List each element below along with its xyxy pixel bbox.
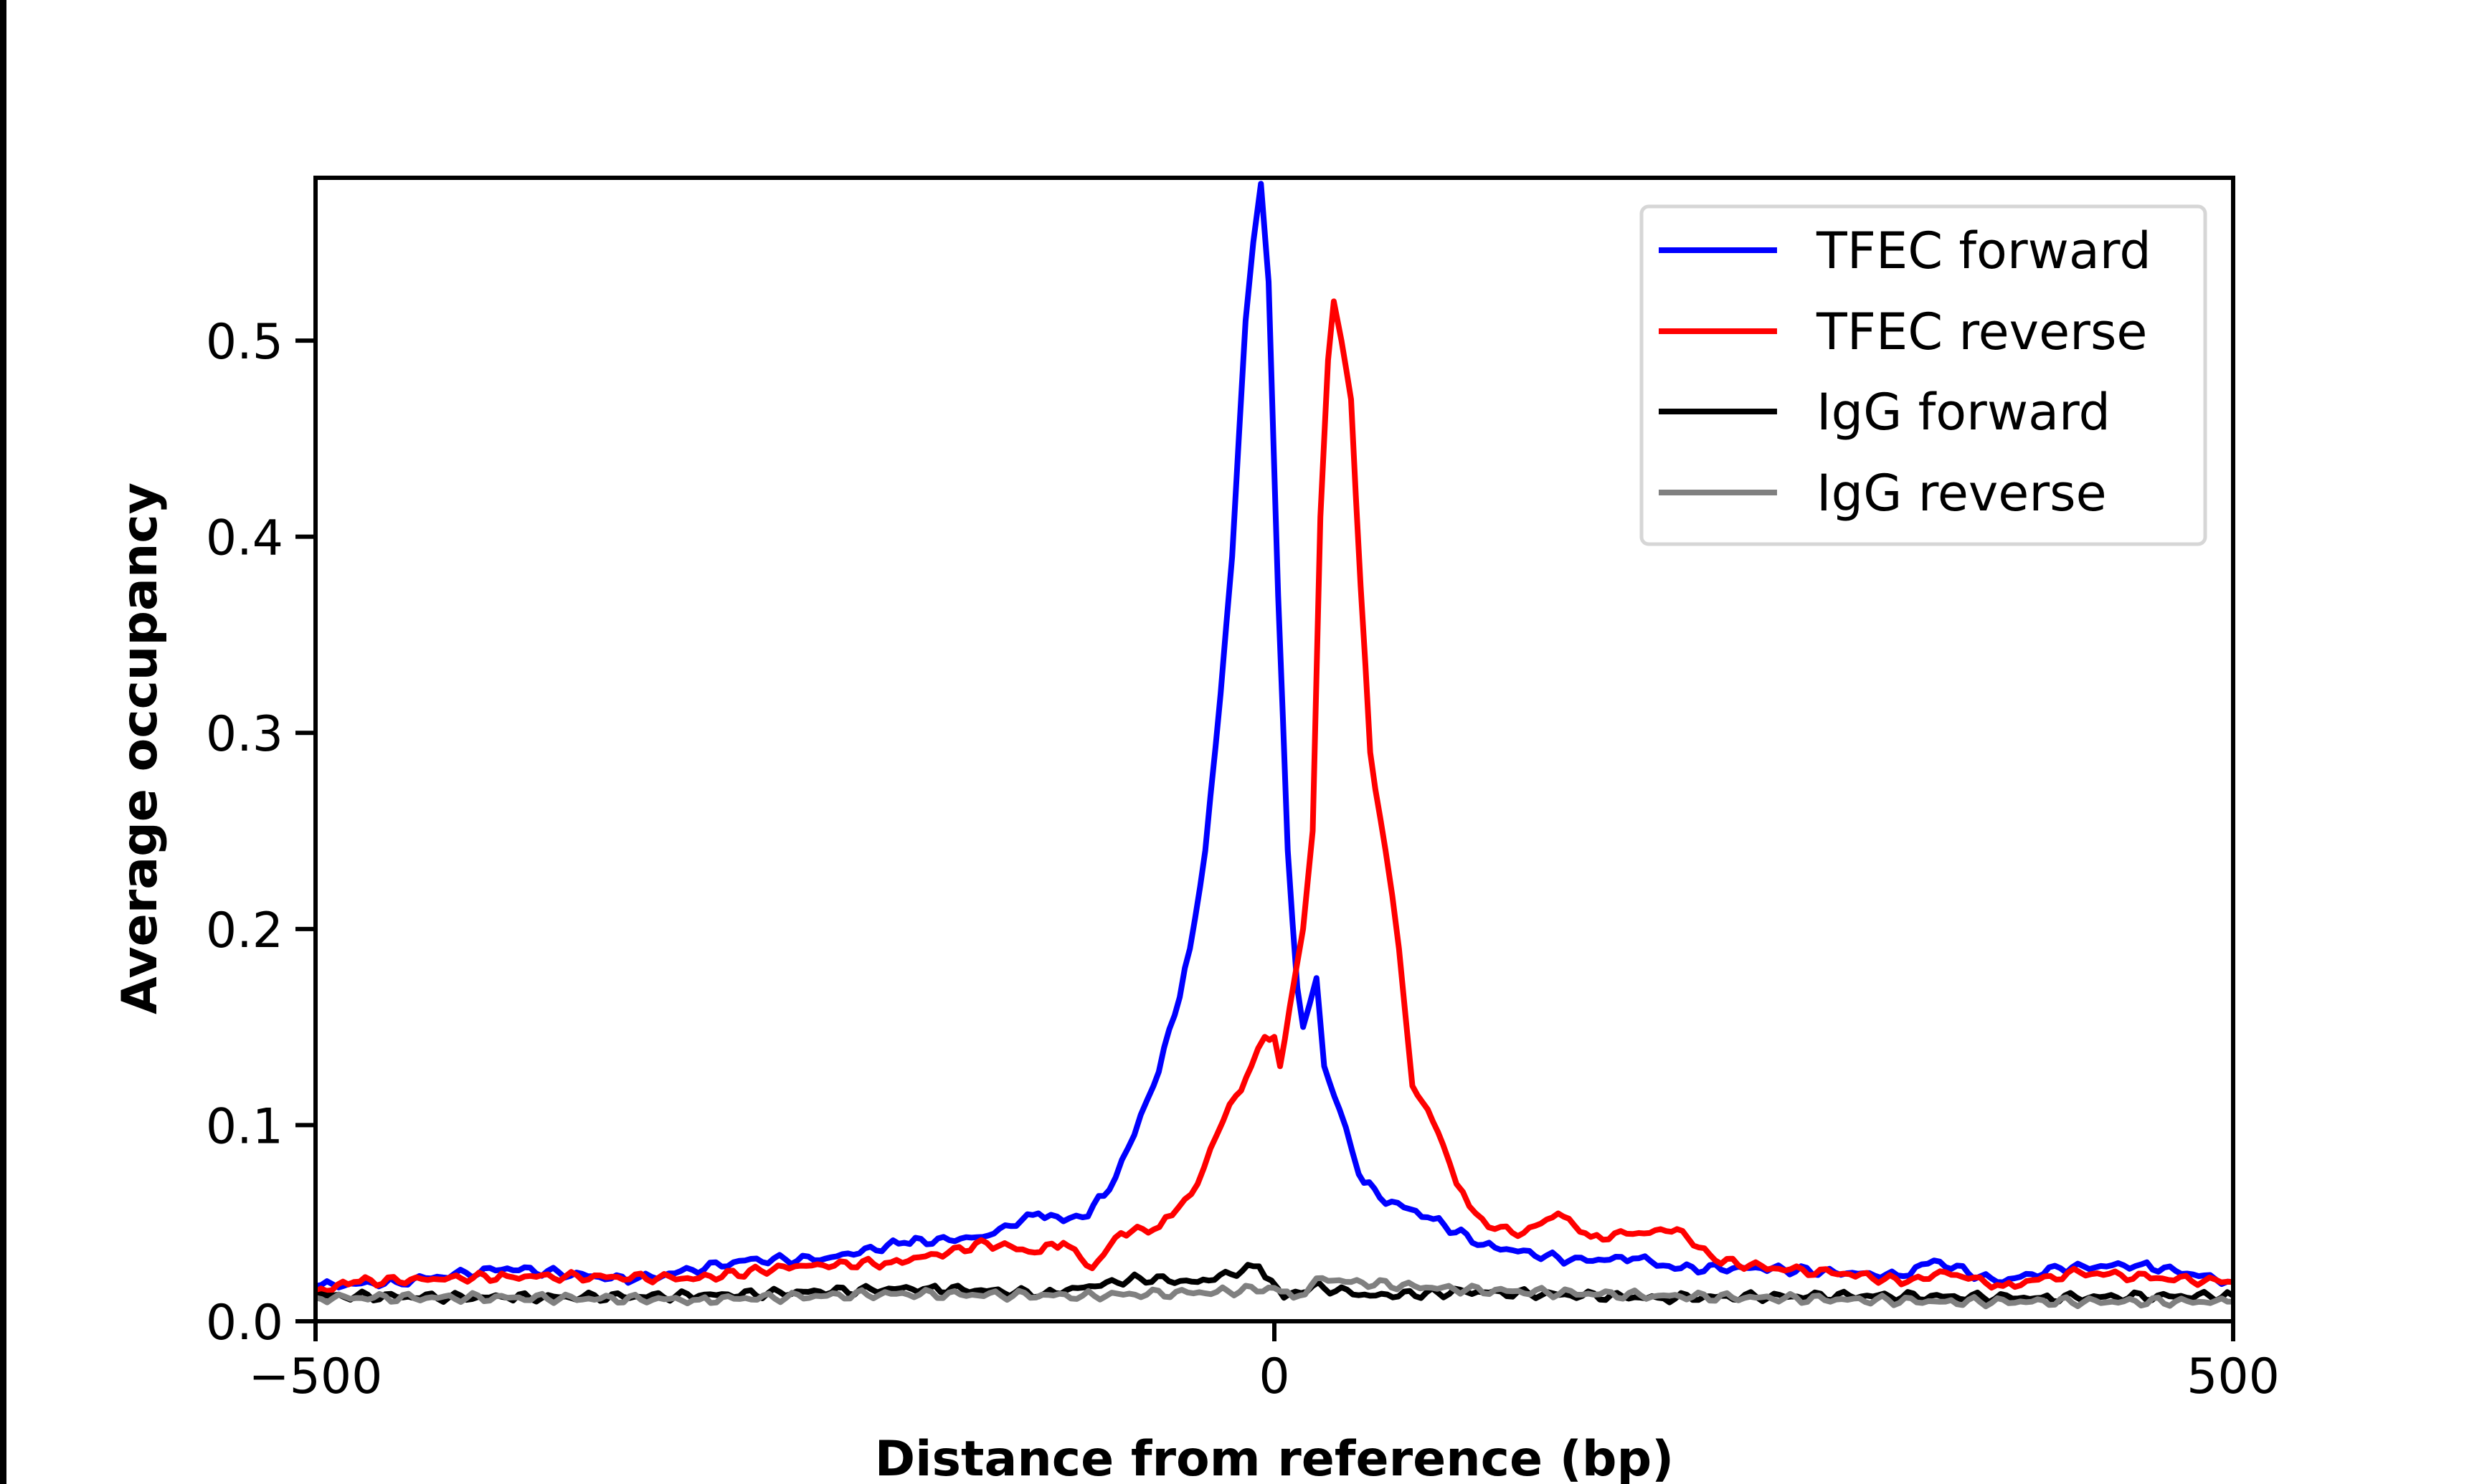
legend-label: TFEC reverse (1816, 303, 2148, 361)
series-line-igg-reverse (315, 1275, 2233, 1310)
x-tick: 0 (1259, 1321, 1290, 1405)
x-tick-label: −500 (249, 1349, 383, 1405)
y-ticks: 0.0 0.1 0.2 0.3 0.4 0.5 (206, 314, 316, 1351)
y-tick-label: 0.1 (206, 1098, 283, 1155)
x-tick-label: 500 (2187, 1349, 2280, 1405)
y-tick-label: 0.3 (206, 706, 283, 763)
series-line-tfec-reverse (313, 298, 2234, 1295)
legend-box (1639, 204, 2207, 546)
x-axis-title: Distance from reference (bp) (875, 1431, 1674, 1484)
x-tick: 500 (2187, 1321, 2280, 1405)
legend-entry: IgG reverse (1659, 464, 2107, 523)
x-ticks: −500 0 500 (249, 1321, 2280, 1405)
y-tick-label: 0.4 (206, 510, 283, 567)
x-tick: −500 (249, 1321, 383, 1405)
y-tick: 0.1 (206, 1098, 316, 1155)
y-tick-label: 0.5 (206, 314, 283, 371)
legend-label: TFEC forward (1816, 222, 2151, 280)
y-tick: 0.2 (206, 903, 316, 959)
legend: TFEC forward TFEC reverse IgG forward Ig… (1639, 204, 2207, 546)
series-layer (313, 181, 2235, 1310)
legend-entry: IgG forward (1659, 383, 2111, 442)
y-tick-label: 0.2 (206, 903, 283, 959)
series-line-tfec-forward (315, 181, 2234, 1290)
y-tick: 0.0 (206, 1295, 316, 1351)
y-tick-label: 0.0 (206, 1295, 283, 1351)
x-tick-label: 0 (1259, 1349, 1289, 1405)
legend-label: IgG reverse (1816, 464, 2107, 523)
y-axis-title: Average occupancy (112, 482, 169, 1014)
image-left-border (0, 0, 6, 1484)
legend-entry: TFEC forward (1659, 222, 2151, 280)
y-tick: 0.5 (206, 314, 316, 371)
y-tick: 0.3 (206, 706, 316, 763)
legend-entry: TFEC reverse (1659, 303, 2148, 361)
legend-label: IgG forward (1816, 383, 2111, 442)
y-tick: 0.4 (206, 510, 316, 567)
